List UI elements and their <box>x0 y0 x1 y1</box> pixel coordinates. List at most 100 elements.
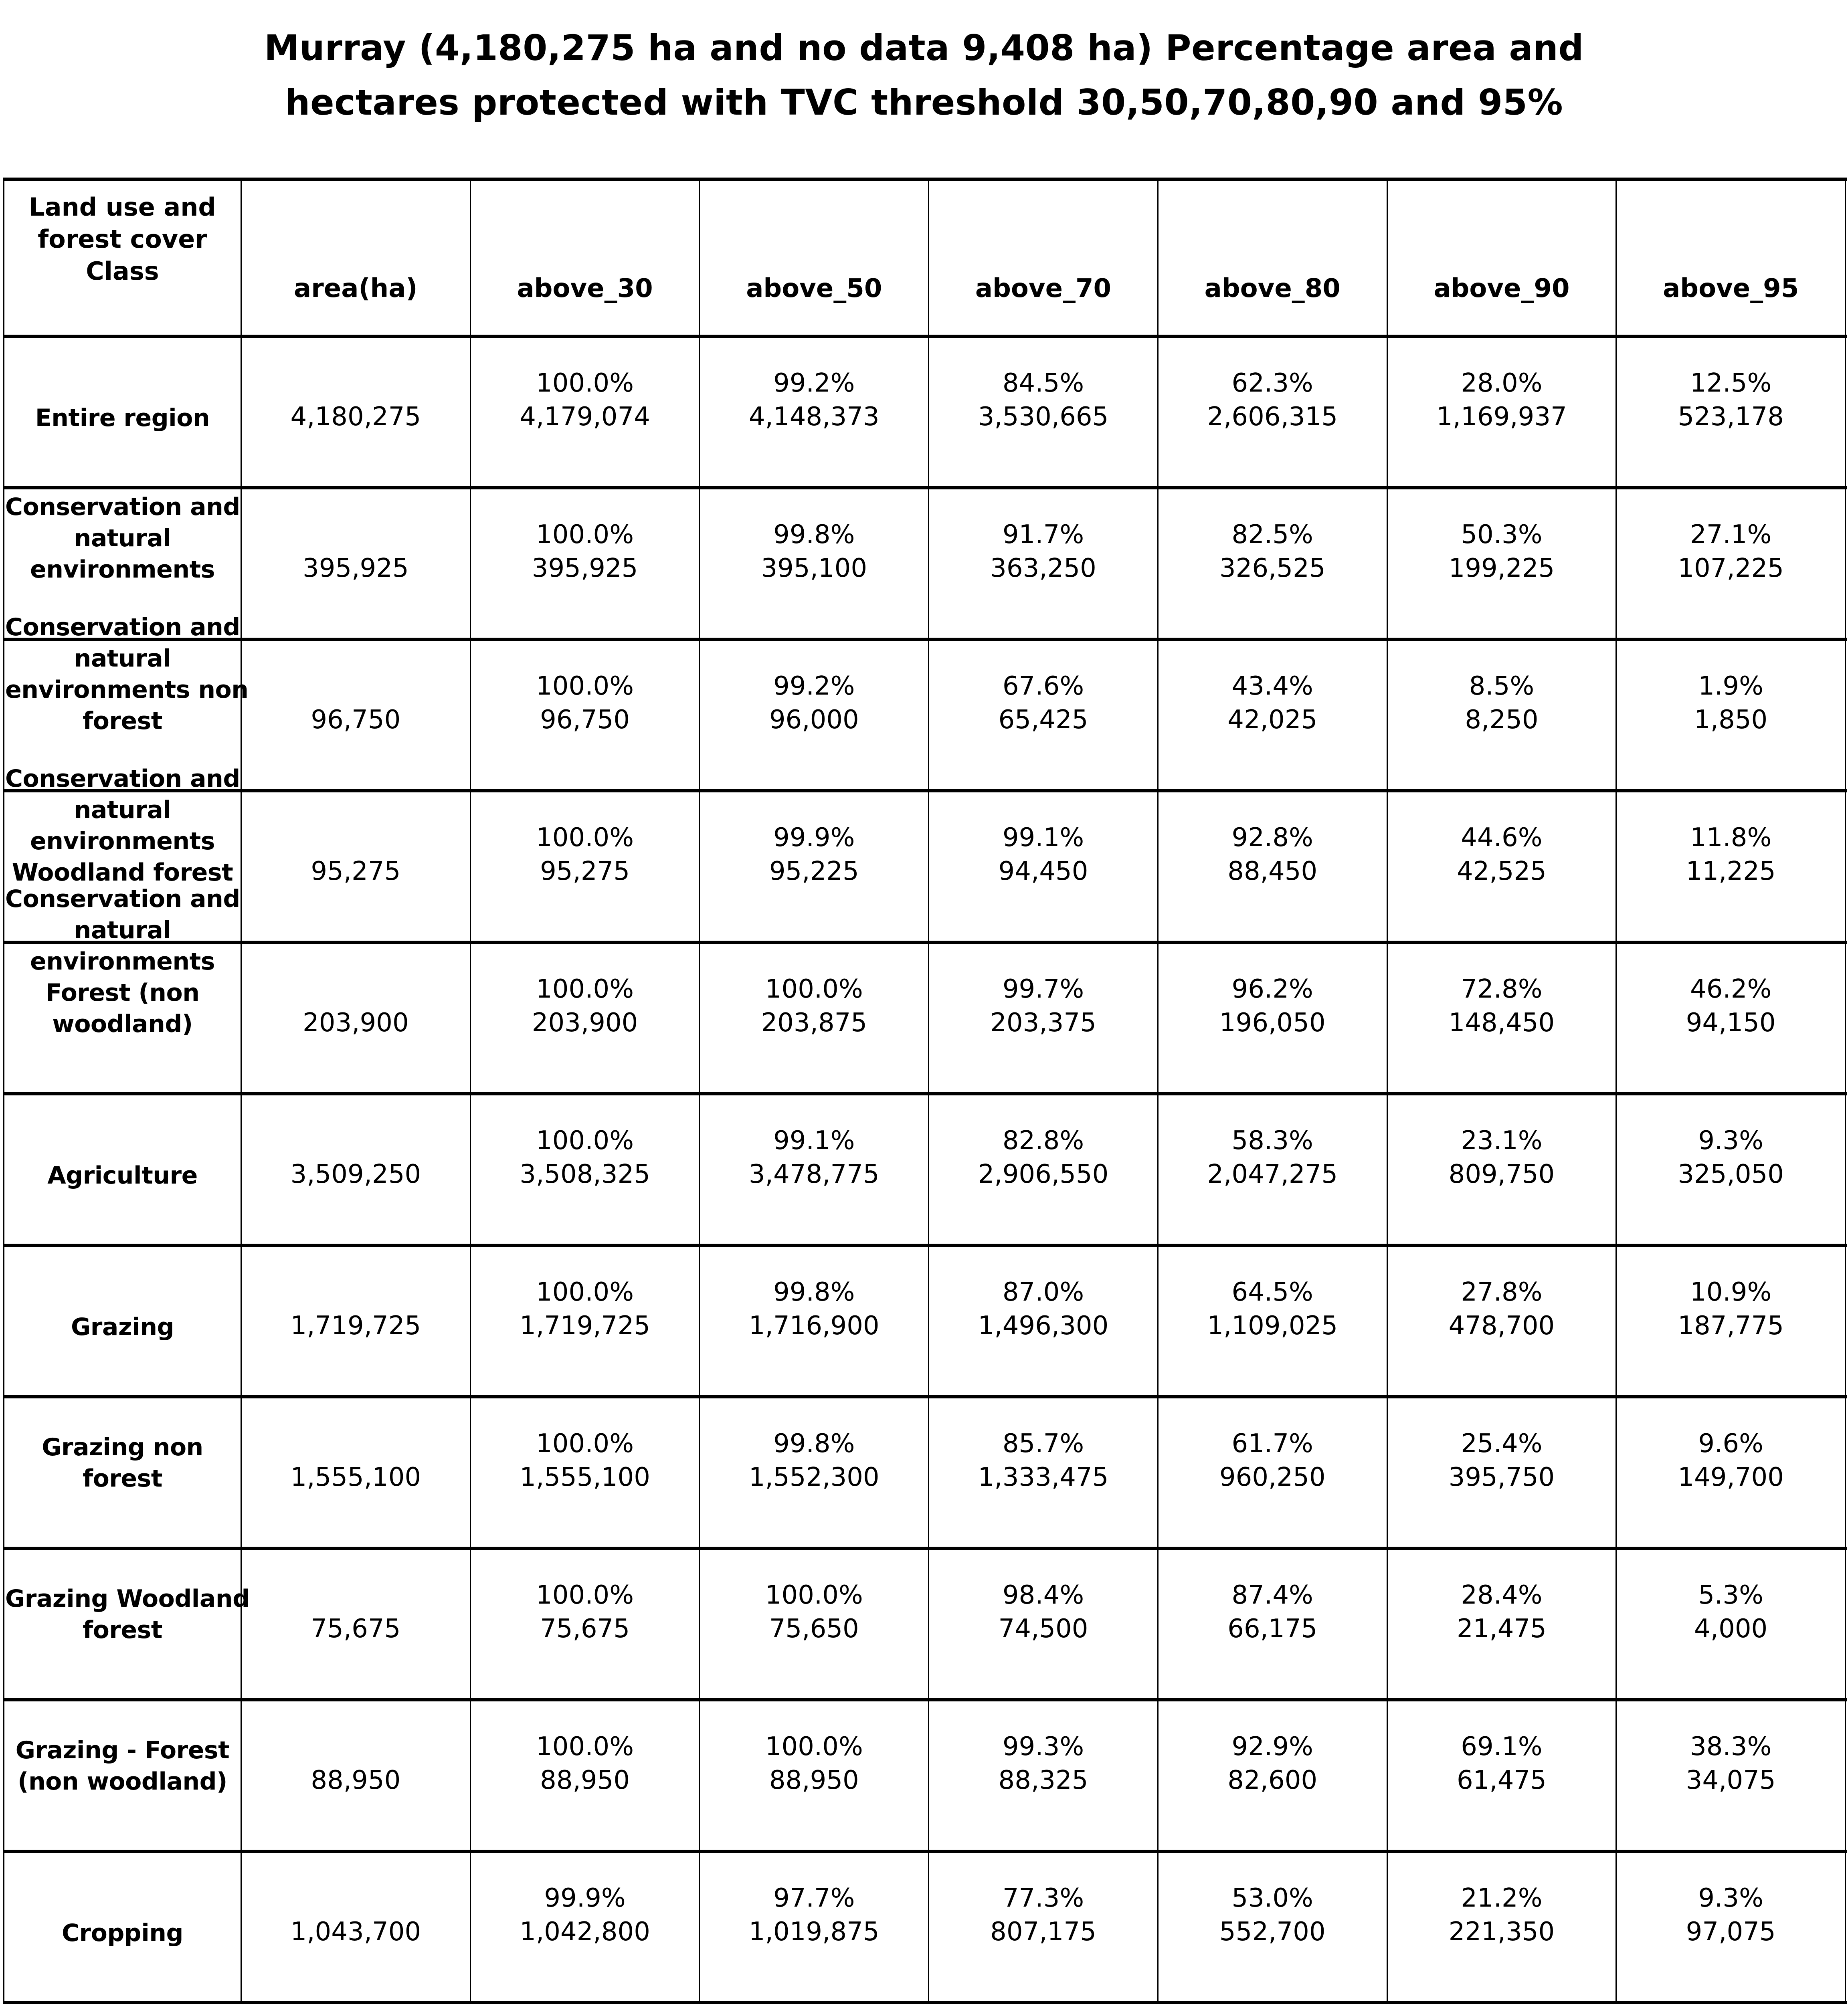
table-horizontal-rule <box>3 1395 1847 1398</box>
row-label-line: forest <box>82 1464 163 1493</box>
value-stack: 100.0% 203,875 <box>700 972 928 1040</box>
value-cell: 100.0% 3,508,325 <box>471 1095 700 1247</box>
area-cell: 1,555,100 <box>242 1398 471 1550</box>
table-horizontal-rule <box>3 1092 1847 1095</box>
value-cell: 82.5% 326,525 <box>1159 489 1388 641</box>
value-cell: 100.0% 395,925 <box>471 489 700 641</box>
table-row: Conservation and natural environments 395,9… <box>4 489 1846 641</box>
value-cell: 82.8% 2,906,550 <box>929 1095 1159 1247</box>
value-stack: 72.8% 148,450 <box>1388 972 1616 1040</box>
row-label-line: Conservation and <box>5 764 240 793</box>
pct-value: 100.0% <box>536 1277 634 1307</box>
pct-value: 8.5% <box>1469 671 1535 701</box>
area-cell: 75,675 <box>242 1549 471 1701</box>
value-stack: 100.0% 1,719,725 <box>471 1275 699 1343</box>
value-cell: 84.5% 3,530,665 <box>929 337 1159 489</box>
area-value: 203,900 <box>303 1008 409 1038</box>
pct-value: 61.7% <box>1231 1428 1313 1459</box>
row-label-line: environments <box>30 555 215 584</box>
pct-value: 12.5% <box>1690 368 1772 398</box>
value-stack: 100.0% 88,950 <box>700 1730 928 1797</box>
ha-value: 88,950 <box>540 1765 630 1795</box>
value-stack: 5.3% 4,000 <box>1617 1578 1845 1646</box>
pct-value: 58.3% <box>1231 1125 1313 1156</box>
value-stack: 98.4% 74,500 <box>929 1578 1157 1646</box>
header-cell: above_30 <box>471 177 700 338</box>
table-row: Conservation and natural environments non f… <box>4 613 1846 792</box>
value-stack: 27.1% 107,225 <box>1617 518 1845 585</box>
value-stack: 46.2% 94,150 <box>1617 972 1845 1040</box>
value-cell: 1.9% 1,850 <box>1617 640 1846 792</box>
value-stack: 53.0% 552,700 <box>1159 1881 1387 1949</box>
table-row: Grazing 1,719,725 100.0% 1,719,725 99.8% 1,71… <box>4 1246 1846 1398</box>
value-cell: 38.3% 34,075 <box>1617 1701 1846 1853</box>
ha-value: 88,950 <box>769 1765 859 1795</box>
ha-value: 221,350 <box>1448 1917 1555 1947</box>
table-horizontal-rule <box>3 334 1847 338</box>
row-label-cell: Grazing non forest <box>4 1398 242 1550</box>
row-label-line: Cropping <box>62 1919 183 1947</box>
value-cell: 99.8% 1,716,900 <box>700 1246 930 1398</box>
row-label-line: Grazing Woodland <box>5 1584 250 1613</box>
area-cell: 1,719,725 <box>242 1246 471 1398</box>
data-table: Land use and forest cover Class area(ha) abo… <box>3 177 1847 2004</box>
value-stack: 96.2% 196,050 <box>1159 972 1387 1040</box>
page-title: Murray (4,180,275 ha and no data 9,408 h… <box>0 21 1848 130</box>
pct-value: 69.1% <box>1461 1731 1543 1762</box>
ha-value: 42,025 <box>1227 705 1318 735</box>
value-stack: 100.0% 96,750 <box>471 669 699 737</box>
value-cell: 12.5% 523,178 <box>1617 337 1846 489</box>
pct-value: 46.2% <box>1690 974 1772 1004</box>
pct-value: 100.0% <box>536 974 634 1004</box>
value-stack: 99.1% 3,478,775 <box>700 1124 928 1191</box>
ha-value: 4,179,074 <box>520 402 650 432</box>
table-horizontal-rule <box>3 940 1847 944</box>
ha-value: 65,425 <box>998 705 1088 735</box>
area-cell: 88,950 <box>242 1701 471 1853</box>
row-label: Conservation and natural environments Fores… <box>5 883 240 1040</box>
row-label-line: Grazing - Forest <box>15 1736 230 1764</box>
ha-value: 203,875 <box>761 1008 867 1038</box>
ha-value: 74,500 <box>998 1614 1088 1644</box>
value-stack: 77.3% 807,175 <box>929 1881 1157 1949</box>
pct-value: 87.0% <box>1002 1277 1084 1307</box>
area-cell: 203,900 <box>242 943 471 1095</box>
value-cell: 100.0% 75,675 <box>471 1549 700 1701</box>
ha-value: 395,925 <box>532 553 638 583</box>
ha-value: 326,525 <box>1219 553 1326 583</box>
value-cell: 100.0% 4,179,074 <box>471 337 700 489</box>
ha-value: 3,508,325 <box>520 1159 650 1189</box>
ha-value: 2,906,550 <box>978 1159 1109 1189</box>
area-cell: 96,750 <box>242 640 471 792</box>
pct-value: 100.0% <box>536 822 634 853</box>
pct-value: 92.9% <box>1231 1731 1313 1762</box>
row-label: Grazing - Forest (non woodland) <box>5 1735 240 1797</box>
pct-value: 100.0% <box>536 519 634 549</box>
area-cell: 4,180,275 <box>242 337 471 489</box>
area-value: 1,043,700 <box>290 1917 421 1947</box>
value-stack: 11.8% 11,225 <box>1617 821 1845 888</box>
row-label: Conservation and natural environments non f… <box>5 612 249 737</box>
value-cell: 44.6% 42,525 <box>1388 792 1617 944</box>
value-cell: 9.3% 325,050 <box>1617 1095 1846 1247</box>
value-stack: 99.2% 4,148,373 <box>700 366 928 434</box>
value-cell: 64.5% 1,109,025 <box>1159 1246 1388 1398</box>
ha-value: 96,000 <box>769 705 859 735</box>
value-stack: 100.0% 75,650 <box>700 1578 928 1646</box>
value-cell: 99.1% 94,450 <box>929 792 1159 944</box>
ha-value: 1,109,025 <box>1207 1311 1338 1341</box>
header-cell: above_80 <box>1159 177 1388 338</box>
value-stack: 61.7% 960,250 <box>1159 1427 1387 1494</box>
value-cell: 58.3% 2,047,275 <box>1159 1095 1388 1247</box>
row-label-line: Conservation and <box>5 493 240 521</box>
value-cell: 27.8% 478,700 <box>1388 1246 1617 1398</box>
table-horizontal-rule <box>3 637 1847 641</box>
value-stack: 100.0% 395,925 <box>471 518 699 585</box>
value-cell: 100.0% 1,719,725 <box>471 1246 700 1398</box>
ha-value: 1,496,300 <box>978 1311 1109 1341</box>
ha-value: 1,719,725 <box>520 1311 650 1341</box>
value-stack: 100.0% 203,900 <box>471 972 699 1040</box>
column-header: above_95 <box>1663 273 1799 303</box>
ha-value: 1,716,900 <box>748 1311 880 1341</box>
ha-value: 552,700 <box>1219 1917 1326 1947</box>
